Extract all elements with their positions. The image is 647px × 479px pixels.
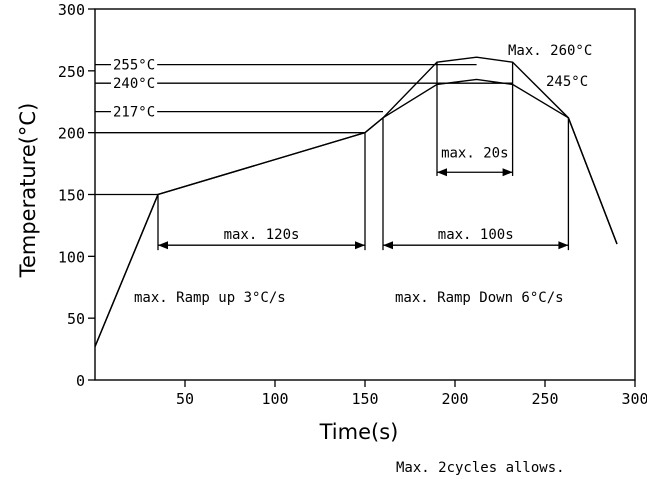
y-axis-label: Temperature(°C) [16, 103, 40, 279]
reference-label-bg [111, 76, 158, 93]
interval-label-2: max. 20s [441, 145, 508, 161]
interval-arrow-1-arrowhead [383, 241, 393, 250]
x-axis-label: Time(s) [319, 420, 399, 444]
y-tick-label: 150 [58, 187, 85, 205]
x-tick-label: 300 [621, 390, 647, 408]
reference-label-217: 217°C [113, 105, 155, 121]
interval-arrow-0-arrowhead [355, 241, 365, 250]
y-tick-label: 300 [58, 1, 85, 19]
x-tick-label: 100 [261, 390, 288, 408]
profile-line-lower-limit [94, 78, 618, 347]
reference-label-255: 255°C [113, 58, 155, 74]
interval-label-0: max. 120s [224, 227, 300, 243]
peak-min-label: 245°C [546, 74, 588, 90]
y-tick-label: 100 [58, 248, 85, 266]
interval-arrow-2-arrowhead [502, 168, 513, 177]
footnote: Max. 2cycles allows. [396, 460, 565, 476]
y-tick-label: 200 [58, 125, 85, 143]
interval-arrow-0-arrowhead [158, 241, 168, 250]
x-tick-label: 250 [531, 390, 558, 408]
ramp-up-annotation: max. Ramp up 3°C/s [134, 290, 286, 306]
x-tick-label: 150 [351, 390, 378, 408]
y-tick-label: 0 [76, 372, 85, 390]
y-tick-label: 250 [58, 63, 85, 81]
interval-label-1: max. 100s [438, 227, 514, 243]
interval-arrow-1-arrowhead [558, 241, 569, 250]
reference-label-bg [111, 104, 158, 121]
x-tick-label: 50 [176, 390, 194, 408]
ramp-down-annotation: max. Ramp Down 6°C/s [395, 290, 564, 306]
reference-label-bg [111, 57, 158, 74]
y-tick-label: 50 [67, 310, 85, 328]
x-tick-label: 200 [441, 390, 468, 408]
peak-max-label: Max. 260°C [508, 43, 592, 59]
interval-arrow-2-arrowhead [437, 168, 447, 177]
reference-label-240: 240°C [113, 76, 155, 92]
